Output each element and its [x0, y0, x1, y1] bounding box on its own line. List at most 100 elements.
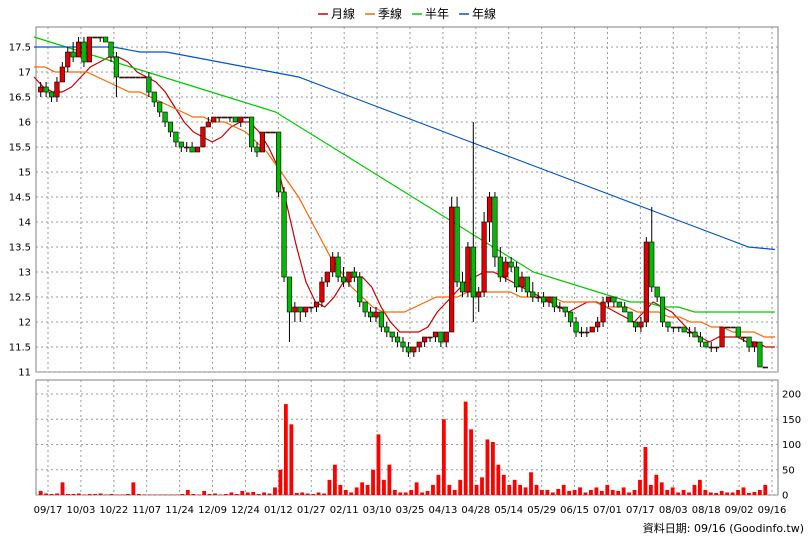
candle-body [173, 131, 179, 143]
candle [135, 76, 141, 79]
candle [541, 292, 547, 307]
candle-body [746, 336, 752, 348]
candlesticks [38, 36, 768, 369]
candle [97, 36, 103, 42]
candle-body [313, 301, 320, 308]
volume-bar [109, 493, 114, 495]
volume-bar [354, 487, 359, 495]
volume-bar [747, 492, 751, 495]
candle-body [503, 261, 509, 278]
candle-body [43, 86, 49, 93]
candle [654, 286, 660, 302]
legend-item: 半年 [412, 7, 449, 21]
date-tick-label: 09/02 [725, 505, 754, 516]
candle-body [324, 271, 330, 283]
volume-bar [567, 490, 572, 495]
volume-bar [365, 484, 370, 495]
candle [481, 212, 487, 297]
candle [687, 327, 693, 337]
candle-body [367, 311, 374, 318]
candle-body [697, 336, 703, 343]
candle [65, 47, 71, 72]
candle [330, 252, 336, 277]
volume-bar [490, 441, 495, 495]
legend-label: 月線 [331, 6, 355, 21]
candle [81, 37, 87, 67]
volume-bar [311, 493, 316, 495]
volume-bar [169, 494, 174, 495]
volume-bar [529, 472, 533, 495]
volume-bar [343, 489, 348, 495]
candle [443, 331, 449, 347]
candle-body [524, 276, 530, 293]
candle [103, 36, 109, 43]
volume-bar [98, 493, 103, 495]
volume-tick-label: 150 [782, 415, 801, 426]
volume-bar [273, 487, 277, 495]
candle [200, 126, 206, 148]
volume-bar [512, 479, 517, 495]
volume-bar [441, 419, 446, 495]
price-tick-label: 11.5 [9, 343, 31, 354]
price-tick-label: 15 [18, 168, 31, 179]
volume-bar [452, 489, 457, 495]
volume-bar [708, 492, 713, 495]
volume-bar [719, 490, 724, 495]
volume-bar [436, 474, 441, 495]
candle-body [546, 296, 552, 303]
candle [119, 76, 125, 79]
volume-bar [534, 484, 539, 495]
candle-body [351, 271, 357, 278]
candle [146, 72, 152, 97]
candle-body [443, 331, 449, 343]
legend-item: 年線 [459, 6, 496, 21]
candle [178, 141, 184, 152]
candle [167, 121, 174, 137]
volume-bar [49, 493, 54, 495]
candle [459, 272, 466, 297]
candle-body [719, 326, 725, 348]
volume-bar [180, 493, 185, 495]
candle-body [119, 76, 125, 79]
volume-tick-label: 100 [782, 440, 801, 451]
candle [438, 331, 444, 347]
volume-bar [431, 484, 435, 495]
candle [384, 322, 390, 337]
candle [411, 346, 417, 357]
candle [730, 326, 736, 329]
candle [130, 76, 136, 79]
candle-body [384, 326, 390, 333]
candle [692, 327, 698, 338]
candle [162, 111, 168, 127]
candle-body [238, 116, 244, 123]
candle [643, 237, 649, 327]
price-tick-label: 13 [18, 268, 31, 279]
volume-bar [458, 479, 463, 495]
volume-bar [545, 489, 550, 495]
date-tick-label: 01/27 [297, 505, 326, 516]
price-panel-frame [35, 26, 779, 373]
candle-body [405, 346, 411, 353]
candle [616, 301, 622, 308]
volume-bar [594, 487, 599, 495]
candle [676, 326, 682, 332]
volume-bar [392, 489, 397, 495]
candle [605, 296, 612, 307]
candle-body [270, 131, 276, 134]
candle-body [703, 341, 709, 348]
volume-bar [697, 479, 702, 495]
candle [362, 301, 368, 317]
date-tick-label: 09/17 [34, 505, 63, 516]
candle-body [568, 311, 574, 323]
candle [238, 116, 244, 127]
candle-body [200, 126, 206, 148]
candle-body [216, 116, 222, 119]
candle [265, 131, 271, 134]
candle-body [427, 336, 433, 339]
candle [59, 62, 65, 83]
volume-bar [643, 447, 648, 495]
volume-bar [76, 493, 81, 495]
volume-bar [251, 491, 256, 495]
